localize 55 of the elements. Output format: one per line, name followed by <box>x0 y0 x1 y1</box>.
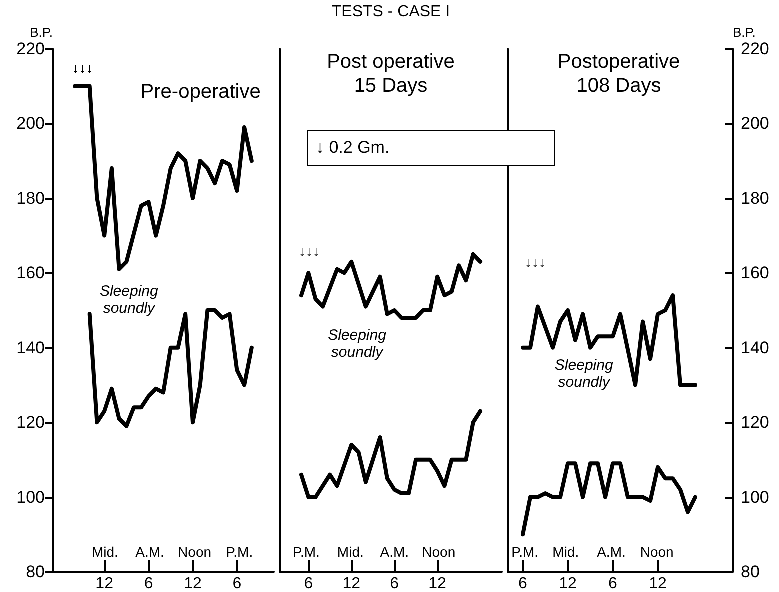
x-tick-label: 6 <box>144 576 154 592</box>
annotation: P.M. <box>292 544 320 560</box>
annotation: ↓↓↓ <box>72 60 94 76</box>
annotation: Sleeping soundly <box>100 283 160 318</box>
y2-tick-label: 100 <box>741 488 770 507</box>
y-tick-label: 120 <box>16 413 45 432</box>
x-tick-label: 12 <box>342 576 361 592</box>
text: Postoperative 108 Days <box>558 51 680 97</box>
annotation: Noon <box>422 544 456 560</box>
y-axis-title: B.P. <box>30 25 53 40</box>
annotation: Mid. <box>337 544 364 560</box>
x-tick-label: 6 <box>304 576 314 592</box>
y-tick-label: 140 <box>16 338 45 358</box>
annotation: P.M. <box>512 544 539 560</box>
y-tick-label: 160 <box>16 264 45 283</box>
x-tick-label: 6 <box>608 576 618 592</box>
x-tick-label: 12 <box>559 576 577 592</box>
x-tick-label: 12 <box>428 576 447 592</box>
annotation: ↓ 0.2 Gm. <box>316 138 390 158</box>
y-tick-label: 80 <box>26 562 45 582</box>
x-tick-label: 6 <box>232 576 242 592</box>
annotation: A.M. <box>136 544 164 560</box>
annotation: A.M. <box>597 544 626 560</box>
x-tick-label: 6 <box>390 576 400 592</box>
x-tick-label: 12 <box>96 576 114 592</box>
annotation: Mid. <box>552 544 580 560</box>
line-series <box>521 462 698 537</box>
y2-tick-label: 120 <box>741 413 770 432</box>
y-tick-label: 100 <box>16 488 45 507</box>
y2-tick-label: 160 <box>741 264 770 283</box>
y2-tick-label: 220 <box>741 40 770 58</box>
y2-tick-label: 180 <box>741 188 770 208</box>
annotation: ↓↓↓ <box>298 242 320 259</box>
annotation: ↓↓↓ <box>524 254 546 270</box>
annotation: Noon <box>640 544 674 560</box>
x-tick-label: 12 <box>649 576 667 592</box>
y2-tick-label: 140 <box>741 338 770 358</box>
chart-title: TESTS - CASE I <box>332 4 450 20</box>
note-box: ↓ 0.2 Gm. <box>307 130 555 166</box>
x-tick-label: 12 <box>184 576 202 592</box>
y-tick-label: 180 <box>16 188 45 208</box>
text: Pre-operative <box>140 81 261 103</box>
y2-tick-label: 200 <box>741 114 770 134</box>
y2-axis-title: B.P. <box>733 25 756 40</box>
annotation: Mid. <box>92 544 118 560</box>
annotation: Sleeping soundly <box>554 356 614 391</box>
annotation: Noon <box>178 544 212 560</box>
y-tick-label: 220 <box>16 40 45 58</box>
y2-tick-label: 80 <box>741 562 760 582</box>
y-tick-label: 200 <box>16 114 45 134</box>
annotation: Sleeping soundly <box>328 326 388 361</box>
annotation: A.M. <box>380 544 410 560</box>
x-tick-label: 6 <box>518 576 528 592</box>
text: Post operative 15 Days <box>327 51 455 97</box>
annotation: P.M. <box>226 544 254 560</box>
